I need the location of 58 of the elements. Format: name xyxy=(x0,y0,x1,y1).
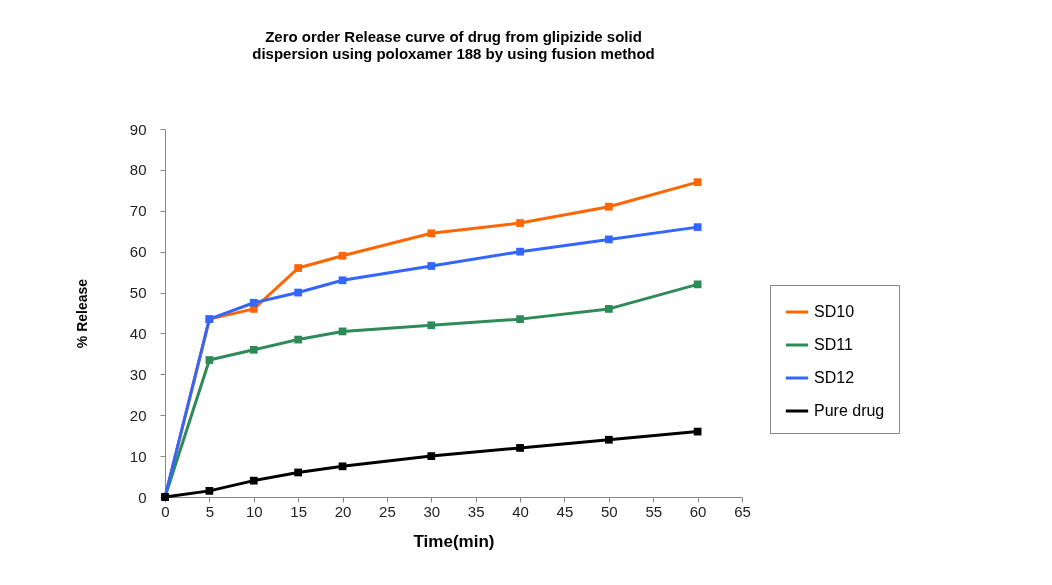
y-tick-label: 70 xyxy=(129,202,147,220)
x-tick-label: 55 xyxy=(645,502,663,520)
x-axis-title: Time(min) xyxy=(413,531,495,551)
point xyxy=(294,288,303,297)
y-tick-label: 90 xyxy=(129,120,147,138)
y-tick-label: 10 xyxy=(129,447,147,465)
point xyxy=(427,452,436,460)
y-axis-title: % Release xyxy=(73,278,90,349)
point xyxy=(516,444,524,452)
point xyxy=(693,178,702,187)
legend-label: SD10 xyxy=(814,303,855,320)
x-tick-label: 45 xyxy=(556,502,574,520)
x-tick-label: 20 xyxy=(334,502,352,520)
legend-label: Pure drug xyxy=(814,402,885,419)
point xyxy=(516,219,524,227)
y-tick-label: 60 xyxy=(129,243,147,261)
text: Zero order Release curve of drug from glipizide solid xyxy=(265,28,642,45)
point xyxy=(294,335,303,344)
point xyxy=(427,229,436,238)
y-tick-label: 40 xyxy=(129,324,147,342)
point xyxy=(205,356,214,364)
x-tick-label: 10 xyxy=(245,502,263,520)
x-tick-label: 40 xyxy=(512,502,529,520)
x-tick-label: 35 xyxy=(467,502,485,520)
point xyxy=(205,486,214,495)
point xyxy=(693,223,702,232)
y-tick-label: 80 xyxy=(129,161,147,179)
x-tick-label: 60 xyxy=(689,502,707,520)
point xyxy=(249,298,258,307)
y-tick-label: 20 xyxy=(129,406,147,424)
point xyxy=(427,262,436,270)
x-tick-label: 5 xyxy=(205,502,215,520)
y-tick-label: 50 xyxy=(129,284,147,302)
point xyxy=(338,462,347,471)
x-tick-label: 0 xyxy=(161,502,170,520)
point xyxy=(516,315,524,324)
point xyxy=(249,476,258,485)
point xyxy=(604,305,613,313)
x-tick-label: 15 xyxy=(290,502,307,520)
point xyxy=(604,235,613,244)
x-tick-label: 65 xyxy=(734,502,751,520)
point xyxy=(604,202,613,211)
point xyxy=(604,435,613,444)
point xyxy=(338,276,347,285)
legend-label: SD12 xyxy=(814,369,855,386)
y-tick-label: 30 xyxy=(129,365,147,383)
point xyxy=(338,251,347,260)
x-tick-label: 50 xyxy=(601,502,618,520)
y-tick-label: 0 xyxy=(138,488,147,506)
point xyxy=(294,468,303,477)
point xyxy=(249,345,258,354)
x-tick-label: 25 xyxy=(379,502,396,520)
legend-label: SD11 xyxy=(814,336,853,353)
text: dispersion using poloxamer 188 by using fusion method xyxy=(252,45,655,62)
point xyxy=(294,264,303,272)
x-tick-label: 30 xyxy=(423,502,441,520)
point xyxy=(427,321,436,330)
point xyxy=(516,247,524,256)
